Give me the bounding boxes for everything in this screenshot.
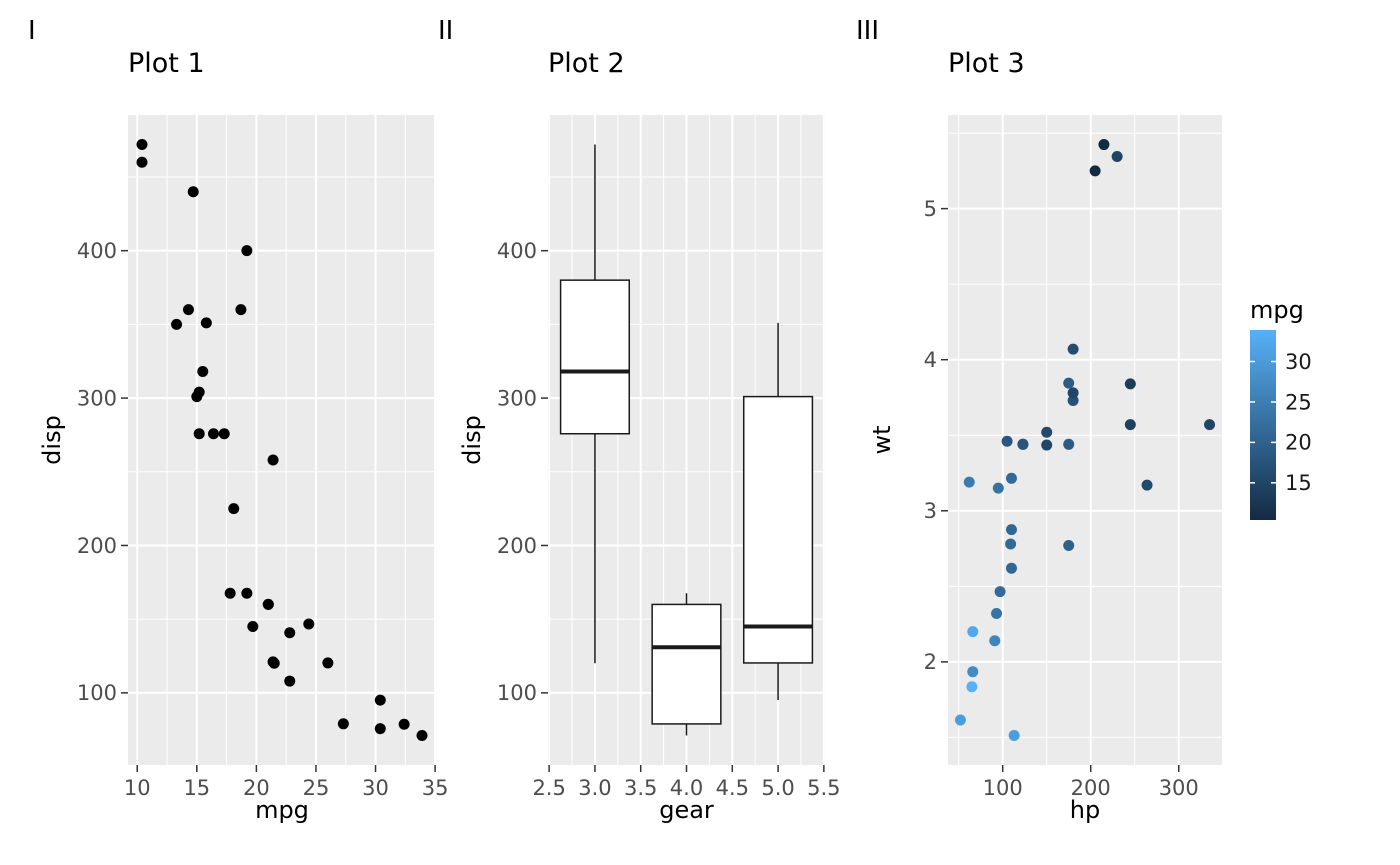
svg-text:100: 100 — [983, 776, 1023, 800]
svg-text:100: 100 — [77, 681, 117, 705]
svg-text:15: 15 — [1285, 471, 1312, 495]
svg-text:15: 15 — [183, 776, 210, 800]
svg-text:300: 300 — [497, 386, 537, 410]
svg-text:4.5: 4.5 — [716, 776, 749, 800]
plot-1-ylabel: disp — [38, 415, 66, 465]
plot-2-tag: II — [438, 16, 454, 46]
svg-text:4.0: 4.0 — [670, 776, 703, 800]
plot-1-tag: I — [28, 16, 36, 46]
legend-mpg: 30 25 20 15 — [1250, 330, 1312, 520]
svg-text:20: 20 — [243, 776, 270, 800]
svg-text:25: 25 — [303, 776, 330, 800]
svg-text:3.5: 3.5 — [624, 776, 657, 800]
plot-3-tag: III — [856, 16, 880, 46]
svg-text:300: 300 — [1159, 776, 1199, 800]
svg-text:35: 35 — [422, 776, 449, 800]
svg-text:200: 200 — [1071, 776, 1111, 800]
svg-text:30: 30 — [362, 776, 389, 800]
plot-2-xlabel: gear — [659, 796, 714, 824]
svg-text:400: 400 — [497, 239, 537, 263]
svg-text:5: 5 — [924, 197, 937, 221]
svg-text:2: 2 — [924, 650, 937, 674]
svg-text:400: 400 — [77, 239, 117, 263]
svg-text:5.5: 5.5 — [807, 776, 840, 800]
svg-text:200: 200 — [77, 534, 117, 558]
plot-1-title: Plot 1 — [128, 48, 205, 79]
plot-3-ylabel: wt — [868, 425, 896, 455]
plot-1-xlabel: mpg — [255, 796, 309, 824]
plot-2-title: Plot 2 — [548, 48, 625, 79]
plot-3-canvas: 100 200 300 2 3 4 5 — [924, 115, 1222, 800]
svg-text:30: 30 — [1285, 350, 1312, 374]
svg-text:4: 4 — [924, 348, 937, 372]
plot-3-xlabel: hp — [1069, 796, 1101, 824]
plot-3-title: Plot 3 — [948, 48, 1025, 79]
svg-text:20: 20 — [1285, 431, 1312, 455]
svg-text:3: 3 — [924, 499, 937, 523]
svg-text:2.5: 2.5 — [532, 776, 565, 800]
plot-1-canvas: 10 15 20 25 30 35 100 200 300 400 — [77, 115, 449, 800]
plot-2-ylabel: disp — [458, 415, 486, 465]
svg-text:200: 200 — [497, 534, 537, 558]
svg-text:3.0: 3.0 — [578, 776, 611, 800]
svg-text:10: 10 — [124, 776, 151, 800]
svg-text:5.0: 5.0 — [761, 776, 794, 800]
svg-text:25: 25 — [1285, 390, 1312, 414]
plot-2-canvas: 2.5 3.0 3.5 4.0 4.5 5.0 5.5 100 200 300 400 — [497, 115, 841, 800]
svg-text:300: 300 — [77, 386, 117, 410]
svg-text:100: 100 — [497, 681, 537, 705]
legend-title: mpg — [1250, 296, 1304, 324]
